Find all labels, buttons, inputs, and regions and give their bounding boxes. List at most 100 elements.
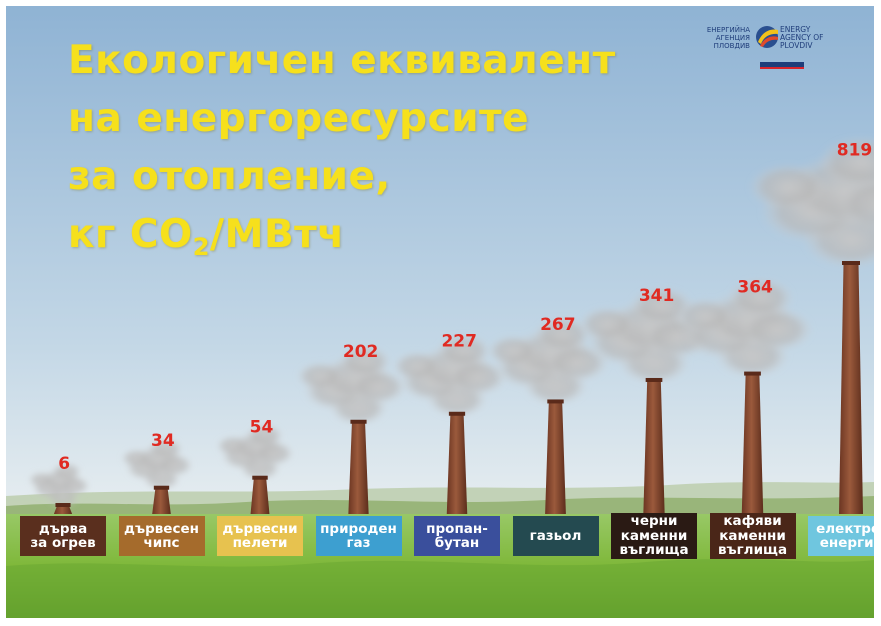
logo-line-bg-1: АГЕНЦИЯ [715, 34, 750, 42]
logo-text-bg: ЕНЕРГИЙНА АГЕНЦИЯ ПЛОВДИВ [690, 26, 750, 50]
chimney-cap-7 [744, 371, 761, 376]
smoke-puff-4-4 [392, 351, 443, 382]
title-line-1: Екологичен еквивалент [68, 38, 616, 83]
smoke-puff-0-4 [28, 471, 55, 488]
title-unit-b: /МВтч [209, 212, 345, 257]
value-label-2: 54 [250, 417, 274, 437]
title-line-4: кг СО2/МВтч [68, 212, 345, 261]
category-label-4-line-0: пропан- [426, 520, 488, 537]
smoke-puff-2-4 [216, 435, 250, 456]
chimney-cap-6 [645, 377, 663, 382]
value-label-4: 227 [441, 331, 477, 351]
smoke-puff-3-5 [338, 345, 392, 378]
smoke-2 [216, 424, 294, 481]
category-label-0-line-0: дърва [38, 520, 88, 537]
smoke-puff-2-3 [252, 441, 294, 466]
value-label-0: 6 [58, 454, 70, 474]
smoke-puff-3-4 [296, 361, 345, 391]
category-label-1: дървесен чипс [118, 516, 205, 556]
category-label-2-line-0: дървесни [222, 520, 298, 537]
category-label-0: дърва за огрев [20, 516, 106, 556]
logo-line-bg-2: ПЛОВДИВ [713, 42, 750, 50]
logo-text-en: ENERGY AGENCY OF PLOVDIV [780, 26, 850, 50]
logo-line-bg-0: ЕНЕРГИЙНА [706, 26, 750, 34]
category-label-5-line-0: газьол [529, 527, 582, 544]
category-label-6: черни каменни въглища [611, 513, 697, 559]
smoke-1 [121, 438, 193, 491]
smoke-4 [392, 334, 508, 418]
smoke-puff-5-4 [487, 335, 540, 367]
smoke-puff-7-4 [675, 298, 735, 335]
smoke-puff-1-5 [148, 438, 183, 460]
title-unit-a: кг СО [68, 212, 193, 257]
category-label-8-line-0: електро- [816, 520, 874, 537]
energy-agency-logo: ЕНЕРГИЙНА АГЕНЦИЯ ПЛОВДИВ ENERGY AGENCY OF P… [690, 18, 840, 72]
logo-flag-strip [760, 62, 804, 69]
logo-line-en-0: ENERGY [780, 25, 811, 34]
chimney-cap-2 [252, 475, 268, 480]
category-label-7: кафяви каменни въглища [709, 513, 796, 559]
title-line-3: за отопление, [68, 154, 391, 199]
logo-line-en-2: PLOVDIV [780, 41, 813, 50]
smoke-puff-4-3 [446, 359, 508, 396]
smoke-puff-1-4 [121, 448, 153, 468]
chart-frame: 6 34 54 202 227 267 341 364 819 Екологичен еквив… [6, 6, 874, 618]
logo-line-en-1: AGENCY OF [780, 33, 824, 42]
smoke-puff-0-3 [57, 475, 91, 496]
category-label-3-line-0: природен [320, 520, 397, 537]
chimney-0 [53, 506, 73, 514]
smoke-3 [296, 345, 407, 426]
category-label-1-line-1: чипс [143, 535, 180, 551]
smoke-puff-8-5 [817, 136, 874, 189]
smoke-puff-7-5 [727, 277, 794, 318]
chimney-cap-0 [55, 503, 71, 507]
value-label-1: 34 [151, 431, 175, 451]
category-label-2: дървесни пелети [217, 516, 303, 556]
smoke-7 [675, 277, 813, 378]
smoke-5 [487, 317, 609, 406]
chimney-6 [643, 380, 665, 514]
smoke-puff-2-5 [245, 424, 284, 447]
category-label-7-line-0: кафяви [723, 513, 782, 530]
smoke-puff-7-3 [739, 307, 813, 352]
chimney-7 [741, 374, 764, 514]
category-label-7-line-2: въглища [717, 542, 788, 559]
value-label-7: 364 [737, 277, 773, 297]
logo-emblem-icon [756, 26, 778, 48]
chimney-cap-5 [547, 399, 564, 404]
category-label-6-line-1: каменни [620, 527, 688, 544]
category-label-6-line-0: черни [630, 513, 678, 530]
chimney-3 [348, 422, 369, 514]
chimney-5 [545, 402, 566, 514]
chimney-8 [839, 264, 863, 514]
category-label-8: електро-енергия [808, 516, 874, 556]
value-label-5: 267 [540, 315, 576, 335]
grass-texture [6, 559, 874, 618]
category-label-1-line-0: дървесен [124, 520, 199, 537]
category-label-0-line-1: за огрев [30, 535, 96, 551]
smoke-puff-1-3 [154, 453, 193, 477]
smoke-puff-5-5 [533, 317, 592, 353]
title-line-2: на енергоресурсите [68, 96, 530, 141]
chimney-layer [53, 261, 863, 514]
smoke-8 [748, 136, 874, 269]
smoke-puff-3-3 [348, 369, 407, 405]
smoke-puff-4-5 [436, 334, 492, 368]
chimney-1 [152, 488, 171, 514]
chimney-cap-1 [153, 485, 170, 490]
category-label-6-line-2: въглища [619, 542, 689, 559]
category-label-4-line-1: бутан [434, 535, 480, 551]
smoke-0 [28, 462, 91, 508]
category-label-3: природен газ [315, 516, 402, 556]
value-label-8: 819 [837, 141, 873, 161]
category-label-7-line-1: каменни [719, 527, 786, 544]
category-label-8-line-1: енергия [819, 535, 874, 551]
smoke-puff-8-3 [834, 176, 874, 233]
category-label-2-line-1: пелети [232, 535, 288, 551]
category-label-5: газьол [512, 516, 599, 556]
title-unit-sub: 2 [192, 233, 210, 261]
category-label-4: пропан-бутан [414, 516, 500, 556]
category-label-3-line-1: газ [346, 535, 371, 551]
chimney-cap-8 [842, 261, 860, 265]
smoke-layer [28, 136, 874, 508]
